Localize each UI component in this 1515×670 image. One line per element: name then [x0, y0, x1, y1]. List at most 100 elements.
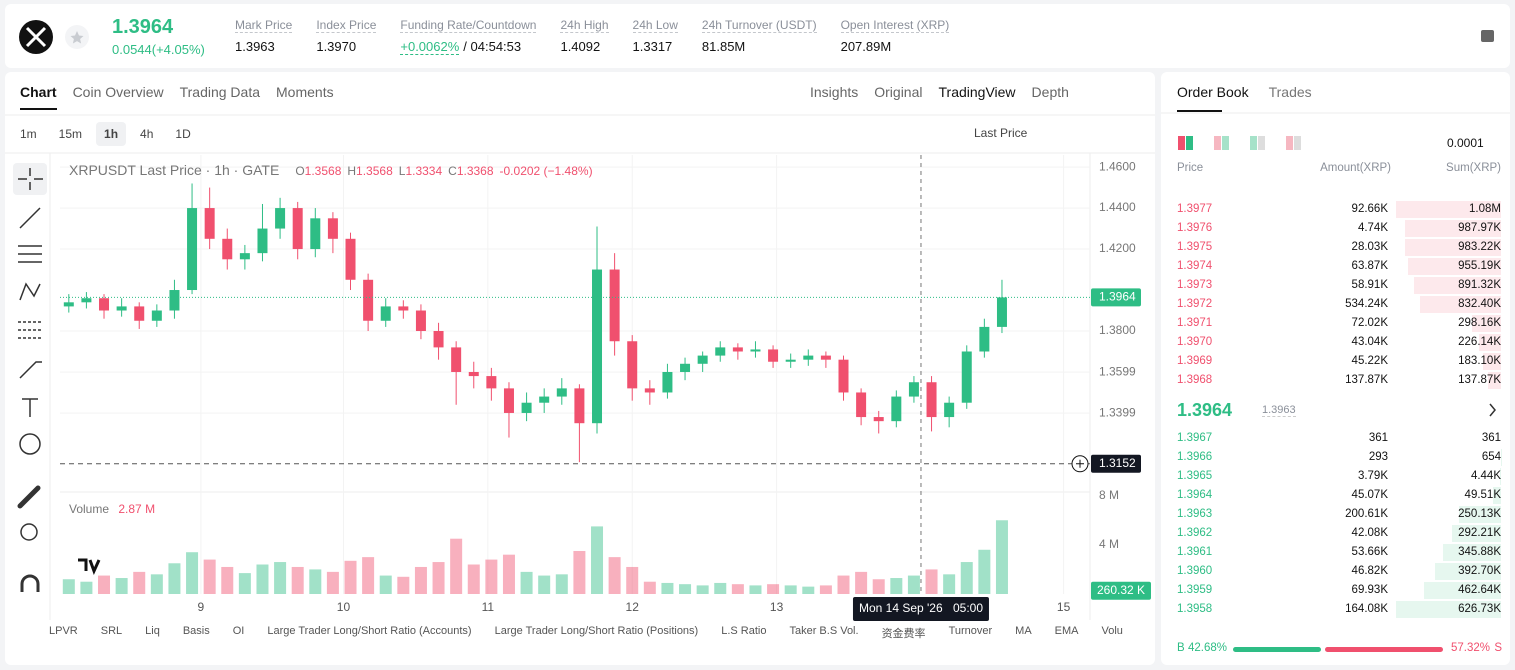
indicator-tab[interactable]: Taker B.S Vol.: [789, 625, 859, 637]
volume-bar: [414, 566, 427, 594]
indicator-tab[interactable]: OI: [232, 625, 245, 637]
tab[interactable]: Trading Data: [179, 84, 261, 100]
ob-price: 1.3974: [1177, 260, 1213, 272]
indicator-tab[interactable]: Turnover: [948, 625, 993, 637]
ob-tab[interactable]: Order Book: [1177, 84, 1249, 100]
depth-bar: [1420, 296, 1501, 313]
indicator-tab[interactable]: Liq: [145, 625, 160, 637]
indicator-tab[interactable]: Large Trader Long/Short Ratio (Accounts): [267, 625, 472, 637]
indicator-tab[interactable]: Basis: [182, 625, 210, 637]
stat: Funding Rate/Countdown +0.0062%/ 04:54:53: [400, 18, 537, 55]
tool-active[interactable]: [13, 163, 47, 195]
volume-bar: [555, 574, 568, 594]
stats: Mark Price 1.3963 Index Price 1.3970 Funding…: [235, 18, 950, 55]
candle-body: [803, 355, 814, 360]
volume-bar: [432, 562, 445, 594]
book-icon[interactable]: [1481, 30, 1494, 42]
interval[interactable]: 1D: [175, 127, 191, 141]
depth-bar: [1435, 563, 1501, 580]
crosshair-price-label: 1.3152: [1099, 456, 1136, 470]
candle-body: [856, 392, 867, 418]
book-mode-icon[interactable]: [1258, 136, 1265, 150]
view-tab[interactable]: Insights: [810, 84, 859, 100]
indicator-tab[interactable]: EMA: [1054, 625, 1079, 637]
sell-label: 57.32%: [1450, 642, 1490, 654]
candle-body: [908, 382, 919, 397]
text-tool[interactable]: [22, 398, 38, 417]
book-mode-icon[interactable]: [1186, 136, 1193, 150]
tab[interactable]: Moments: [276, 84, 334, 100]
tv-logo-mark: [78, 558, 101, 575]
volume-bar: [573, 550, 586, 594]
volume-bar: [168, 563, 181, 594]
interval[interactable]: 1m: [20, 127, 37, 141]
x-tick-label: 13: [770, 600, 784, 614]
ob-header: Amount(XRP): [1320, 162, 1391, 174]
view-tab[interactable]: Original: [874, 84, 923, 100]
indicator-tabs: LPVR SRL Liq Basis OI Large Trader Long/Short…: [49, 625, 1123, 641]
indicator-tab[interactable]: Volu: [1101, 625, 1123, 637]
book-mode-icon[interactable]: [1178, 136, 1185, 150]
stat-value: +0.0062%/ 04:54:53: [400, 39, 536, 55]
ob-row: 1.3967 361 361: [1161, 429, 1510, 448]
ob-price: 1.3971: [1177, 317, 1213, 329]
volume-bar: [186, 552, 199, 594]
price-type[interactable]: Last Price: [974, 126, 1028, 140]
pattern-tool[interactable]: [19, 282, 41, 301]
volume-bar: [221, 566, 234, 594]
volume-bar: [819, 585, 832, 594]
ruler-tool[interactable]: [17, 485, 41, 509]
indicator-tab[interactable]: LPVR: [49, 625, 78, 637]
tick-size[interactable]: 0.0001: [1447, 136, 1484, 150]
book-mode-icon[interactable]: [1250, 136, 1257, 150]
volume-bar: [80, 581, 93, 594]
candle-body: [750, 349, 761, 352]
stat-label: Open Interest (XRP): [840, 18, 950, 33]
magnet-tool[interactable]: [20, 574, 40, 592]
line-tool[interactable]: [19, 207, 41, 229]
indicator-tab[interactable]: L.S Ratio: [721, 625, 767, 637]
candle-body: [539, 396, 550, 403]
brush-tool[interactable]: [19, 361, 42, 379]
indicator-tab[interactable]: 资金费率: [881, 628, 926, 640]
indicator-tab[interactable]: SRL: [100, 625, 123, 637]
last-price-label: 1.3964: [1099, 290, 1136, 304]
x-tick-label: 11: [482, 600, 495, 614]
ob-amount: 137.87K: [1345, 374, 1388, 386]
volume-bar: [591, 526, 604, 594]
view-tab[interactable]: Depth: [1031, 84, 1069, 100]
ob-amount: 43.04K: [1351, 336, 1388, 348]
y-tick-label: 1.4400: [1099, 200, 1136, 214]
interval[interactable]: 4h: [140, 127, 154, 141]
tab[interactable]: Chart: [20, 84, 57, 110]
interval[interactable]: 15m: [58, 127, 83, 141]
interval[interactable]: 1h: [96, 122, 127, 146]
ob-tab[interactable]: Trades: [1268, 84, 1312, 100]
ob-price: 1.3958: [1177, 603, 1213, 615]
stat: 24h High 1.4092: [560, 18, 609, 54]
indicator-tab[interactable]: MA: [1015, 625, 1032, 637]
view-tab[interactable]: TradingView: [938, 84, 1016, 100]
ob-sum: 983.22K: [1458, 241, 1501, 253]
volume-bar: [855, 571, 868, 594]
zoom-tool[interactable]: [20, 523, 38, 541]
crosshair-tool[interactable]: [18, 168, 43, 190]
book-mode-icon[interactable]: [1222, 136, 1229, 150]
candle-body: [468, 371, 479, 377]
chevron[interactable]: [1489, 403, 1496, 417]
tab[interactable]: Coin Overview: [72, 84, 164, 100]
depth-bar: [1423, 582, 1501, 599]
volume-bar: [661, 582, 674, 594]
book-mode-icon[interactable]: [1214, 136, 1221, 150]
emoji-tool[interactable]: [19, 433, 41, 455]
fib-tool[interactable]: [18, 321, 42, 339]
channel-tool[interactable]: [18, 245, 42, 263]
candle-body: [662, 371, 673, 393]
countdown: / 04:54:53: [463, 39, 522, 54]
book-mode-icon[interactable]: [1286, 136, 1293, 150]
x-tick-label: 12: [626, 600, 640, 614]
book-mode-icon[interactable]: [1294, 136, 1301, 150]
volume-bar: [960, 562, 973, 594]
indicator-tab[interactable]: Large Trader Long/Short Ratio (Positions…: [494, 625, 699, 637]
ob-row: 1.3969 45.22K 183.10K: [1161, 352, 1510, 371]
